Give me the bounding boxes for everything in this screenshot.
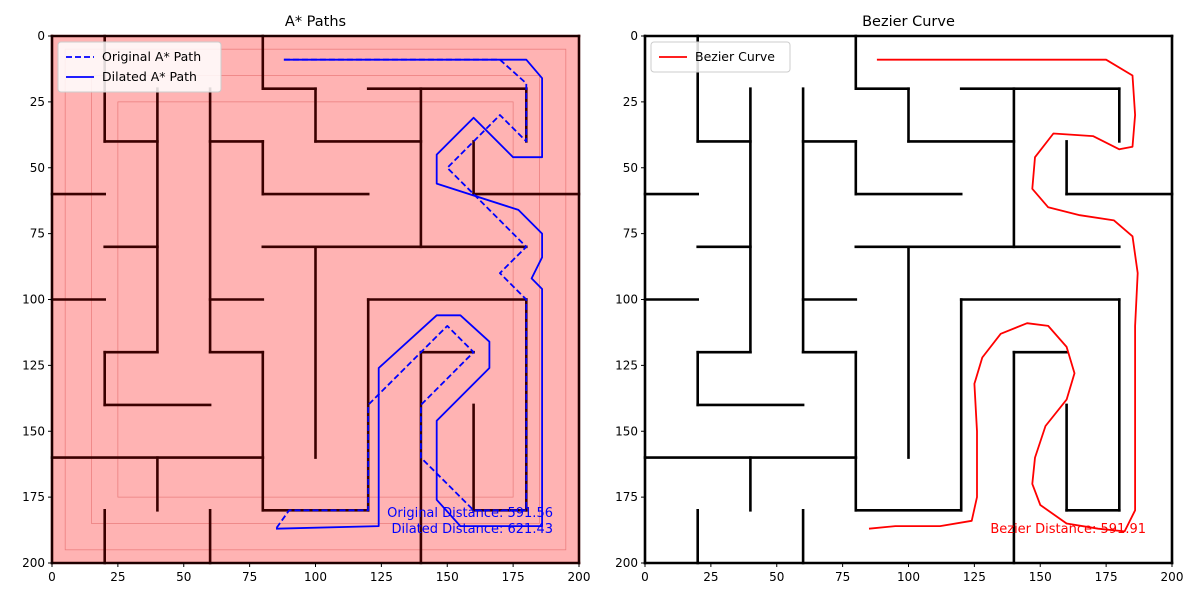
y-tick-label: 200 [22,556,45,570]
y-tick-label: 50 [30,161,45,175]
x-tick-label: 200 [568,570,591,584]
x-tick-label: 50 [176,570,191,584]
chart-title: Bezier Curve [862,14,955,30]
x-tick-label: 100 [897,570,920,584]
y-tick-label: 150 [615,424,638,438]
x-tick-label: 75 [835,570,850,584]
legend-label: Bezier Curve [695,49,775,64]
y-tick-label: 150 [22,424,45,438]
panel-2: 0 25 50 75 100 125 150 175 200025507510012515017… [615,14,1183,584]
y-tick-label: 175 [22,490,45,504]
x-tick-label: 0 [48,570,56,584]
legend-label: Original A* Path [102,49,201,64]
y-tick-label: 75 [623,227,638,241]
x-tick-label: 175 [502,570,525,584]
x-tick-label: 25 [703,570,718,584]
series-bezier-curve [868,58,1139,533]
x-tick-label: 75 [242,570,257,584]
distance-annotation: Dilated Distance: 621.43 [391,522,553,537]
y-tick-label: 75 [30,227,45,241]
legend-label: Dilated A* Path [102,69,197,84]
y-tick-label: 0 [630,29,638,43]
distance-annotation: Bezier Distance: 591.91 [990,522,1146,537]
distance-annotation: Original Distance: 591.56 [387,506,553,521]
legend: Bezier Curve [650,41,791,73]
series-dilated-a-path [275,58,543,530]
x-tick-label: 0 [641,570,649,584]
panel-1: 0 25 50 75 100 125 150 175 200025507510012515017… [22,14,590,584]
y-tick-label: 100 [22,293,45,307]
x-tick-label: 100 [304,570,327,584]
legend: Original A* Path Dilated A* Path [57,41,222,93]
y-tick-label: 200 [615,556,638,570]
series-original-a-path [275,58,528,530]
x-tick-label: 25 [110,570,125,584]
x-tick-label: 150 [436,570,459,584]
x-tick-label: 175 [1095,570,1118,584]
x-tick-label: 125 [963,570,986,584]
y-tick-label: 100 [615,293,638,307]
x-tick-label: 150 [1029,570,1052,584]
x-tick-label: 200 [1161,570,1184,584]
y-tick-label: 125 [615,358,638,372]
y-tick-label: 25 [30,95,45,109]
y-tick-label: 175 [615,490,638,504]
x-tick-label: 125 [370,570,393,584]
y-tick-label: 125 [22,358,45,372]
y-tick-label: 50 [623,161,638,175]
y-tick-label: 0 [37,29,45,43]
x-tick-label: 50 [769,570,784,584]
legend-box [650,41,791,73]
y-tick-label: 25 [623,95,638,109]
legend-box [57,41,222,93]
chart-title: A* Paths [285,14,346,30]
